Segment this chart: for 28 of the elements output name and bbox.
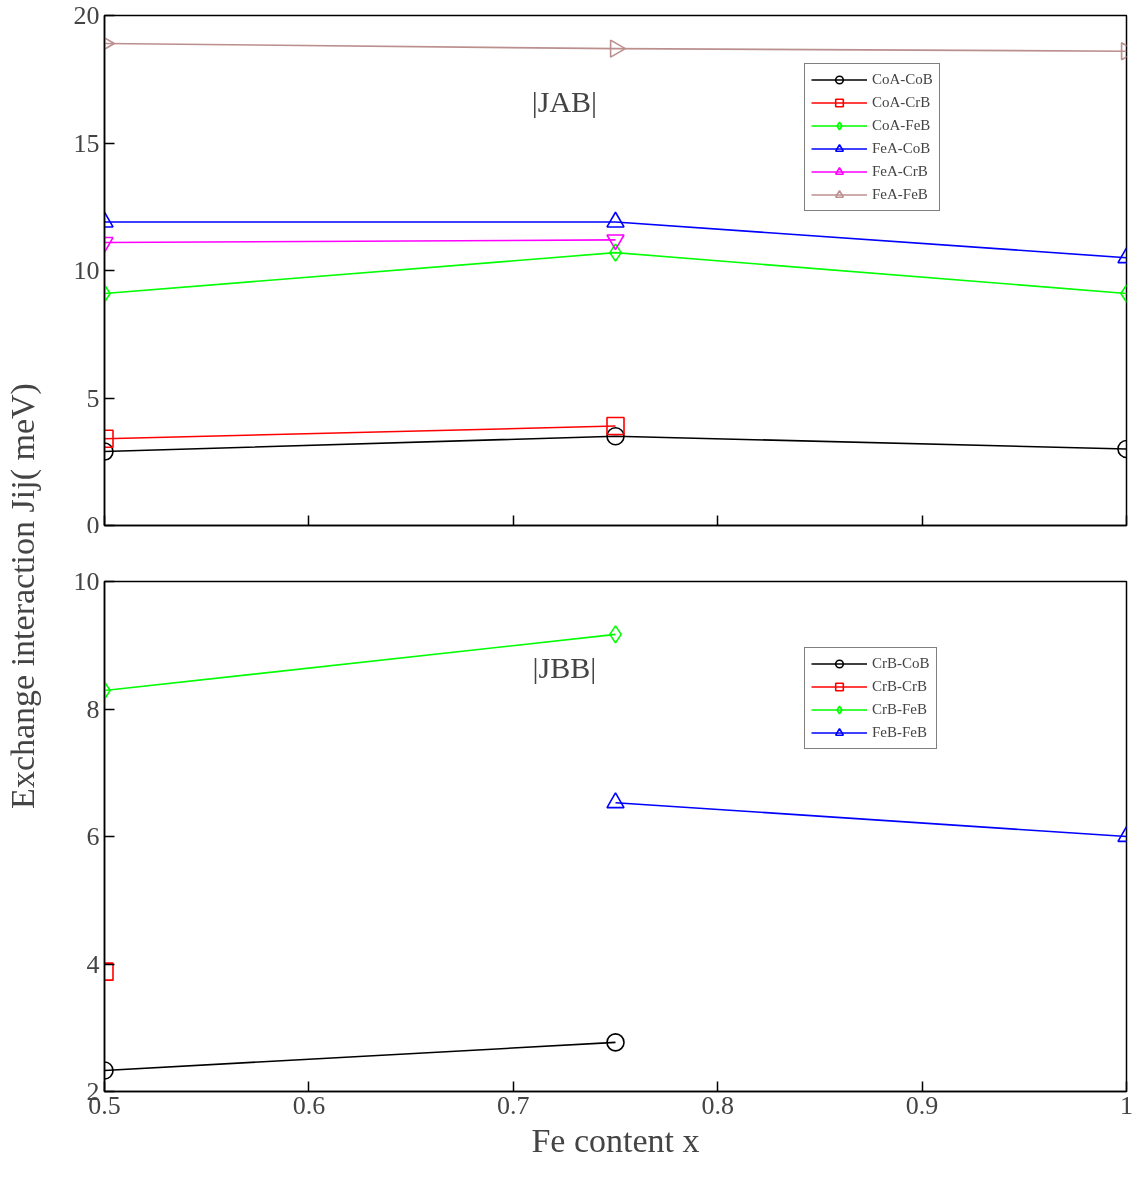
legend-label: CoA-FeB: [872, 116, 931, 135]
x-tick-label: 0.8: [701, 1090, 734, 1120]
y-tick-label: 10: [73, 256, 100, 285]
x-tick-label: 1: [1120, 1090, 1133, 1120]
legend-label: FeA-CrB: [872, 162, 928, 181]
y-tick-label: 4: [86, 949, 100, 979]
annotation: |JAB|: [531, 84, 598, 118]
y-tick-label: 20: [73, 1, 100, 30]
annotation: |JBB|: [532, 650, 597, 684]
y-tick-label: 5: [86, 383, 100, 413]
y-tick-label: 10: [73, 567, 100, 596]
legend-label: CoA-CrB: [872, 93, 931, 112]
x-tick-label: 0.9: [905, 1090, 939, 1120]
y-tick-label: 8: [86, 694, 100, 724]
y-tick-label: 0: [86, 510, 100, 540]
legend-label: CrB-CrB: [872, 677, 928, 696]
legend-label: CrB-CoB: [872, 654, 930, 673]
legend-label: FeA-FeB: [872, 185, 928, 204]
y-tick-label: 6: [86, 822, 100, 851]
legend-label: CrB-FeB: [872, 700, 928, 719]
y-tick-label: 15: [73, 128, 100, 158]
y-axis-title: Exchange interaction Jij( meV): [3, 383, 42, 809]
x-axis-title: Fe content x: [531, 1121, 700, 1159]
legend-label: FeB-FeB: [872, 723, 928, 742]
legend-label: CoA-CoB: [872, 70, 933, 89]
legend-label: FeA-CoB: [872, 139, 931, 158]
x-tick-label: 0.7: [497, 1090, 530, 1120]
x-tick-label: 0.6: [292, 1090, 326, 1120]
